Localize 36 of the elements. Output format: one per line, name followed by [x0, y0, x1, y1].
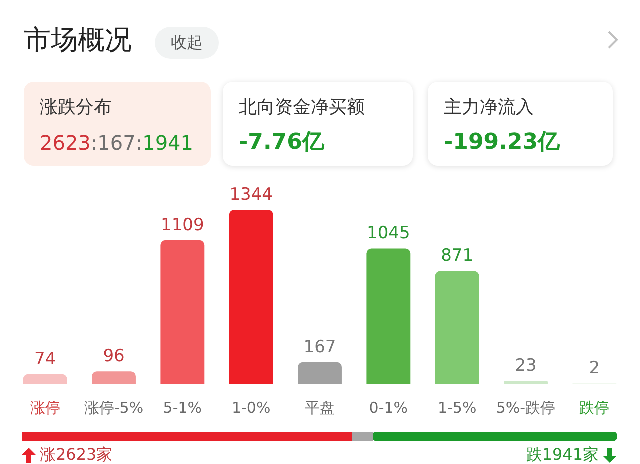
text: 市场概况 [24, 25, 132, 56]
x-tick-label: 跌停 [580, 398, 610, 417]
data-label: 1344 [230, 184, 273, 205]
bar [298, 362, 342, 384]
text: 北向资金净买额 [239, 97, 365, 118]
bar [504, 381, 548, 384]
bar [229, 210, 274, 384]
text: 涨跌分布 [40, 97, 112, 118]
bar [160, 240, 205, 384]
bar [23, 374, 68, 384]
data-label: 2 [589, 358, 600, 379]
data-label: 1045 [367, 224, 410, 244]
bar [366, 248, 411, 384]
text: -199.23亿 [444, 130, 560, 155]
data-label: 跌1941家 [526, 445, 599, 464]
x-tick-label: 5%-跌停 [496, 398, 556, 417]
data-label: 1109 [161, 215, 204, 236]
x-tick-label: 涨停 [30, 398, 60, 417]
text: 2623:167:1941 [40, 131, 194, 155]
text: 收起 [171, 33, 203, 52]
data-label: 167 [304, 337, 336, 358]
text: -7.76亿 [239, 130, 324, 155]
data-label: 涨2623家 [40, 445, 113, 464]
bar [435, 271, 480, 384]
data-label: 23 [515, 356, 537, 376]
text: 主力净流入 [444, 97, 534, 118]
x-tick-label: 1-5% [438, 398, 477, 417]
x-tick-label: 涨停-5% [84, 398, 144, 417]
data-label: 96 [103, 346, 125, 366]
x-tick-label: 平盘 [305, 398, 335, 417]
bar [92, 372, 136, 384]
x-tick-label: 5-1% [163, 398, 202, 417]
data-label: 74 [34, 349, 56, 370]
data-label: 871 [441, 246, 474, 266]
x-tick-label: 0-1% [369, 398, 408, 417]
x-tick-label: 1-0% [232, 398, 271, 417]
